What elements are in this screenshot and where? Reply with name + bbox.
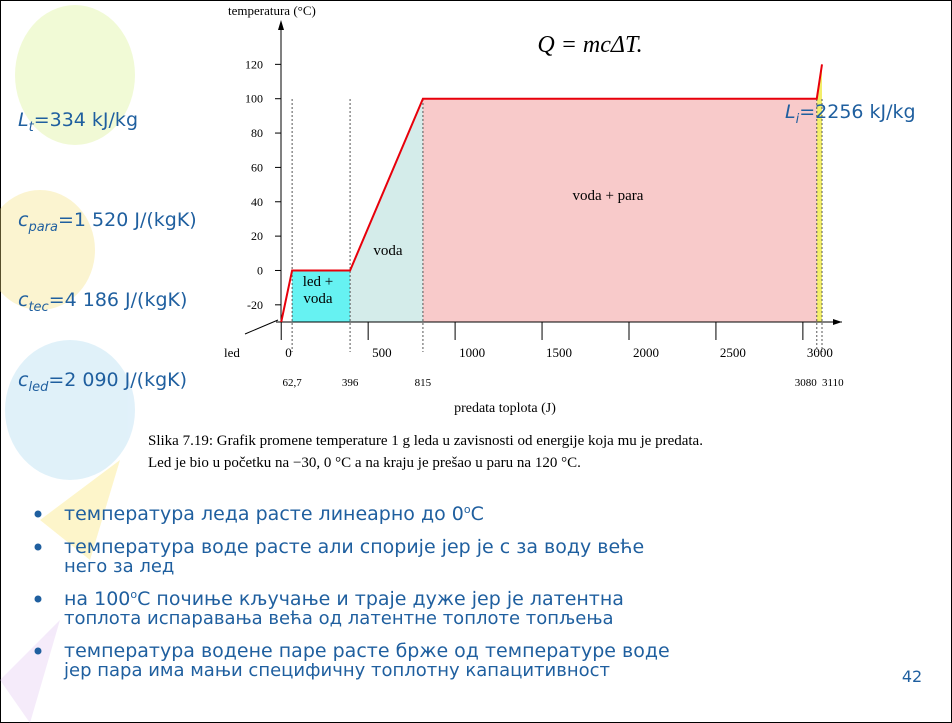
bullet-dot — [35, 596, 42, 603]
symbol: L — [785, 101, 796, 123]
value: =2256 kJ/kg — [799, 101, 915, 123]
bullet-text: на 100oC почиње кључање и траје дуже јер… — [64, 588, 624, 610]
text-run: C — [471, 503, 484, 525]
subscript: para — [27, 220, 58, 235]
text-run: на 100 — [64, 588, 130, 610]
region-label: voda — [303, 291, 333, 307]
bullet-dot — [35, 544, 42, 551]
subscript: tec — [28, 300, 48, 315]
text-run: температура леда расте линеарно до 0 — [64, 503, 464, 525]
x-axis-label: predata toplota (J) — [454, 401, 556, 416]
x-tick-label: 3000 — [807, 345, 833, 360]
subscript: led — [28, 380, 49, 395]
start-label: led — [224, 345, 240, 360]
region-label: voda — [373, 243, 403, 259]
bullet-dot — [35, 511, 42, 518]
y-tick-label: 120 — [245, 57, 263, 71]
y-tick-label: -20 — [247, 298, 263, 312]
point-label: 3110 — [822, 377, 844, 389]
region — [423, 99, 817, 322]
y-tick-label: 0 — [257, 263, 263, 277]
symbol: c — [18, 209, 29, 231]
symbol: L — [18, 109, 29, 131]
text-run: јер пара има мањи специфичну топлотну ка… — [63, 660, 610, 681]
y-axis-label: temperatura (°C) — [228, 3, 316, 18]
text-run: C почиње кључање и траје дуже јер је лат… — [137, 588, 624, 610]
x-tick-label: 0 — [285, 345, 292, 360]
bullet-text: него за лед — [64, 556, 174, 577]
region-label: voda + para — [573, 188, 644, 204]
page: {"chart_data": {"type": "line", "equatio… — [0, 0, 952, 723]
y-tick-label: 60 — [251, 160, 263, 174]
equation: Q = mcΔT. — [537, 32, 642, 58]
caption: Led je bio u početku na −30, 0 °C a na k… — [148, 455, 581, 471]
y-tick-label: 40 — [251, 195, 263, 209]
page-number: 42 — [902, 667, 922, 686]
y-tick-label: 80 — [251, 126, 263, 140]
text-run: температура воде расте али спорије јер ј… — [64, 536, 644, 558]
bullet-dot — [35, 648, 42, 655]
value: =4 186 J/(kgK) — [49, 289, 188, 311]
x-tick-label: 1500 — [546, 345, 572, 360]
point-label: 3080 — [795, 377, 818, 389]
value: =2 090 J/(kgK) — [48, 369, 187, 391]
point-label: 396 — [342, 377, 359, 389]
y-tick-label: 20 — [251, 229, 263, 243]
bullet-text: јер пара има мањи специфичну топлотну ка… — [63, 660, 610, 681]
bullet-text: температура воде расте али спорије јер ј… — [64, 536, 644, 558]
y-tick-label: 100 — [245, 92, 263, 106]
value: =1 520 J/(kgK) — [58, 209, 197, 231]
x-tick-label: 2500 — [720, 345, 746, 360]
symbol: c — [18, 289, 29, 311]
slide: led +vodavodavoda + para-200204060801001… — [0, 0, 952, 723]
symbol: c — [18, 369, 29, 391]
bullet-text: топлота испаравања већа од латентне топл… — [64, 608, 614, 629]
text-run: топлота испаравања већа од латентне топл… — [64, 608, 614, 629]
caption: Slika 7.19: Grafik promene temperature 1… — [148, 433, 703, 449]
point-label: 62,7 — [282, 377, 302, 389]
x-tick-label: 1000 — [459, 345, 485, 360]
region-label: led + — [303, 274, 334, 290]
balloon — [5, 340, 135, 480]
text-run: него за лед — [64, 556, 174, 577]
bullet-text: температура водене паре расте брже од те… — [64, 640, 670, 662]
text-run: температура водене паре расте брже од те… — [64, 640, 670, 662]
x-tick-label: 500 — [372, 345, 392, 360]
value: =334 kJ/kg — [34, 109, 138, 131]
x-tick-label: 2000 — [633, 345, 659, 360]
point-label: 815 — [415, 377, 432, 389]
bullet-text: температура леда расте линеарно до 0oC — [64, 503, 484, 525]
